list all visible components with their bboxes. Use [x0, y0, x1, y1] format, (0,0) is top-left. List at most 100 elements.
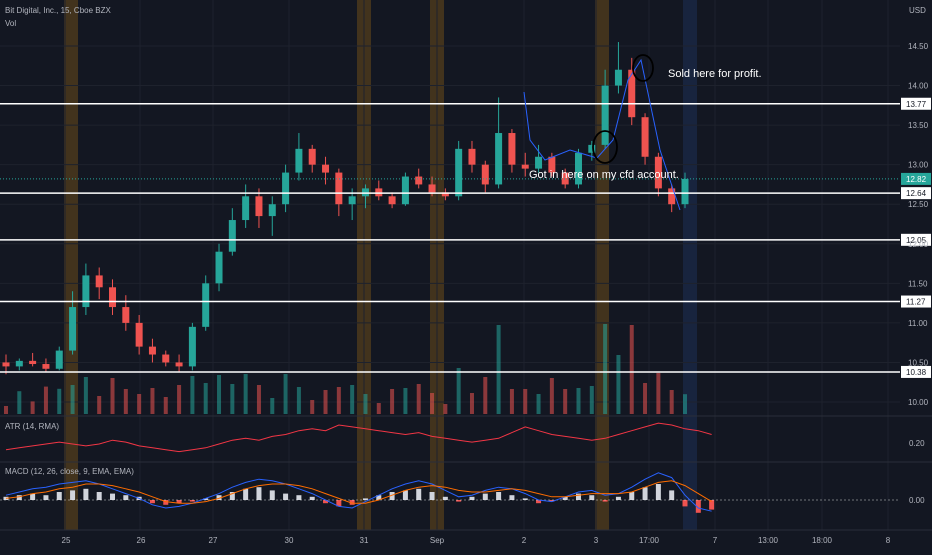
volume-bar — [4, 406, 8, 414]
macd-hist-bar — [695, 500, 701, 513]
volume-bar — [603, 324, 608, 414]
candle-body — [601, 85, 609, 145]
candle-body — [588, 144, 596, 153]
volume-bar — [256, 385, 261, 414]
candle-body — [574, 152, 582, 185]
macd-hist-bar — [83, 488, 89, 500]
candle-body — [255, 196, 263, 217]
candle-body — [109, 287, 117, 308]
support-resistance-lines — [0, 103, 900, 373]
macd-histogram — [0, 484, 900, 513]
time-tick-label: Sep — [430, 536, 445, 545]
volume-bar — [563, 389, 568, 414]
macd-hist-bar — [16, 495, 22, 500]
candle-body — [614, 69, 622, 86]
sr-price-label: 13.77 — [906, 100, 927, 109]
candle-body — [2, 362, 10, 367]
volume-bar — [270, 398, 275, 414]
macd-hist-bar — [176, 500, 182, 504]
volume-bar — [336, 387, 341, 414]
exit-circle[interactable] — [632, 54, 654, 82]
macd-hist-bar — [482, 493, 488, 500]
atr-axis-tick: 0.20 — [909, 439, 925, 448]
sr-price-label: 11.27 — [906, 298, 926, 307]
macd-hist-bar — [456, 500, 462, 502]
macd-hist-bar — [655, 484, 661, 500]
price-tick-label: 12.50 — [908, 200, 929, 209]
macd-hist-bar — [30, 493, 36, 500]
macd-label[interactable]: MACD (12, 26, close, 9, EMA, EMA) — [5, 467, 134, 476]
annotation-bought[interactable]: Got in here on my cfd account. — [529, 169, 679, 181]
time-tick-label: 18:00 — [812, 536, 833, 545]
time-tick-label: 3 — [594, 536, 599, 545]
candle-body — [95, 275, 103, 288]
volume-bar — [57, 388, 62, 414]
macd-hist-bar — [56, 492, 62, 500]
candle-body — [348, 196, 356, 205]
macd-hist-bar — [629, 492, 635, 500]
volume-bar — [350, 385, 355, 414]
volume-bar — [523, 389, 528, 414]
volume-bar — [243, 374, 248, 414]
macd-hist-bar — [323, 500, 329, 504]
macd-hist-bar — [389, 492, 395, 500]
candle-body — [468, 148, 476, 165]
candle-body — [122, 307, 130, 323]
trend-drawing[interactable] — [523, 58, 681, 211]
candle-body — [388, 196, 396, 205]
volume-bar — [70, 385, 75, 414]
macd-hist-bar — [296, 495, 302, 500]
candle-body — [162, 354, 170, 363]
macd-hist-bar — [123, 495, 129, 500]
entry-circle[interactable] — [592, 130, 618, 164]
macd-hist-bar — [376, 495, 382, 500]
candle-body — [188, 326, 196, 367]
candle-body — [295, 148, 303, 173]
atr-label[interactable]: ATR (14, RMA) — [5, 422, 59, 431]
volume-bar — [456, 368, 461, 414]
candle-body — [548, 156, 556, 173]
volume-bar — [150, 388, 155, 414]
time-tick-label: 2 — [522, 536, 527, 545]
price-tick-label: 14.50 — [908, 42, 929, 51]
sr-price-label: 12.64 — [906, 189, 927, 198]
candle-body — [521, 164, 529, 169]
price-axis[interactable]: 13.77 12.64 12.05 11.27 10.38 14.50 14.00 13.50… — [901, 42, 931, 407]
candle-body — [242, 196, 250, 221]
macd-hist-bar — [602, 500, 608, 502]
volume-bar — [123, 389, 128, 414]
macd-hist-bar — [349, 500, 355, 505]
macd-axis-tick: 0.00 — [909, 496, 925, 505]
volume-bar — [483, 377, 488, 414]
annotation-sold[interactable]: Sold here for profit. — [668, 68, 762, 80]
volume-bar — [376, 403, 381, 414]
volume-bar — [97, 396, 102, 414]
volume-bar — [536, 394, 541, 414]
candle-body — [69, 307, 77, 351]
volume-bar — [390, 389, 395, 414]
volume-bar — [177, 385, 182, 414]
macd-hist-bar — [309, 496, 315, 500]
macd-hist-bar — [283, 493, 289, 500]
symbol-title[interactable]: Bit Digital, Inc., 15, Cboe BZX — [5, 6, 111, 15]
volume-bar — [403, 388, 408, 414]
candle-body — [29, 360, 37, 365]
last-price-tag — [901, 172, 931, 185]
macd-hist-bar — [669, 490, 675, 500]
macd-hist-bar — [549, 500, 555, 502]
candle-body — [322, 164, 330, 173]
macd-hist-bar — [96, 492, 102, 500]
trade-drawings — [523, 54, 681, 211]
candle-body — [282, 172, 290, 205]
volume-bar — [509, 389, 514, 414]
volume-bar — [669, 390, 674, 414]
macd-hist-bar — [509, 495, 515, 500]
volume-bar — [576, 388, 581, 414]
volume-bar — [43, 386, 48, 414]
candlestick-series — [2, 42, 689, 375]
time-axis[interactable]: 25 26 27 30 31 Sep 2 3 17:00 7 13:00 18:00 8 — [62, 536, 891, 545]
macd-hist-bar — [43, 495, 49, 500]
